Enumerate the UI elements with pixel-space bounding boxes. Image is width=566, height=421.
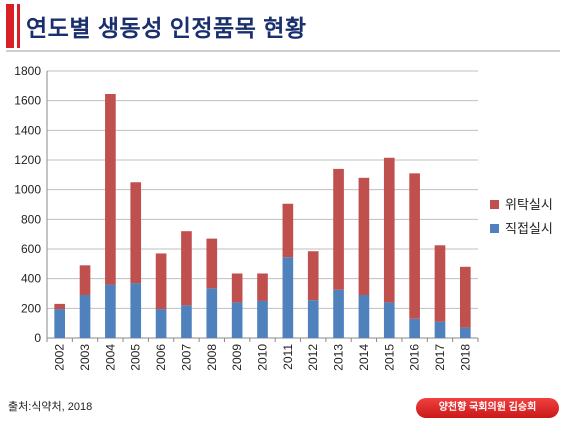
bar-consigned-2012: [307, 251, 319, 301]
x-tick-label: 2016: [408, 344, 422, 371]
legend-swatch: [490, 200, 499, 209]
bar-consigned-2005: [130, 182, 142, 284]
x-tick-label: 2007: [179, 344, 193, 371]
bar-consigned-2006: [155, 253, 167, 310]
bar-consigned-2017: [434, 245, 446, 322]
x-tick-label: 2004: [103, 344, 117, 371]
x-tick-label: 2002: [53, 344, 67, 371]
x-tick-label: 2006: [154, 344, 168, 371]
x-tick-label: 2010: [256, 344, 270, 371]
x-tick-label: 2011: [281, 344, 295, 370]
y-tick-label: 400: [21, 272, 41, 286]
bar-consigned-2015: [383, 157, 395, 303]
bar-direct-2008: [206, 288, 218, 338]
y-tick-label: 200: [21, 301, 41, 315]
y-tick-label: 1600: [14, 94, 41, 108]
bar-direct-2017: [434, 321, 446, 338]
legend-label: 위탁실시: [505, 197, 553, 212]
bar-consigned-2018: [459, 266, 471, 328]
bar-direct-2018: [459, 327, 471, 338]
x-tick-label: 2008: [205, 344, 219, 371]
bar-direct-2002: [54, 309, 66, 338]
x-tick-label: 2013: [332, 344, 346, 371]
title-accent-bar: [6, 4, 14, 48]
page-title: 연도별 생동성 인정품목 현황: [26, 15, 307, 41]
x-tick-label: 2015: [382, 344, 396, 371]
title-divider: [6, 50, 560, 52]
x-tick-label: 2005: [129, 344, 143, 371]
y-tick-label: 1400: [14, 123, 41, 137]
bar-direct-2007: [181, 305, 192, 338]
bar-direct-2004: [105, 284, 116, 338]
bar-consigned-2016: [409, 173, 420, 319]
source-note: 출처:식약처, 2018: [8, 401, 93, 413]
bar-consigned-2003: [79, 265, 91, 295]
bar-direct-2013: [333, 289, 344, 338]
author-badge: 양천향 국회의원 김승희: [416, 398, 559, 418]
bar-consigned-2007: [181, 231, 192, 306]
bar-consigned-2013: [333, 168, 344, 290]
legend-swatch: [490, 224, 499, 233]
x-tick-label: 2009: [230, 344, 244, 371]
x-tick-label: 2018: [458, 344, 472, 371]
bar-consigned-2014: [358, 177, 370, 295]
y-tick-label: 600: [21, 242, 41, 256]
x-tick-label: 2012: [306, 344, 320, 371]
x-tick-label: 2003: [78, 344, 92, 371]
bar-direct-2003: [79, 294, 91, 338]
bar-direct-2011: [282, 257, 294, 338]
bar-consigned-2011: [282, 203, 294, 258]
bar-consigned-2008: [206, 238, 218, 289]
x-tick-label: 2017: [433, 344, 447, 371]
legend-label: 직접실시: [505, 221, 553, 236]
x-tick-label: 2014: [357, 344, 371, 371]
bar-consigned-2002: [54, 303, 66, 310]
bar-direct-2016: [409, 318, 420, 338]
y-tick-label: 1200: [14, 153, 41, 167]
bar-direct-2006: [155, 309, 167, 338]
bar-direct-2009: [231, 302, 243, 338]
y-tick-label: 1000: [14, 183, 41, 197]
bar-direct-2012: [307, 300, 319, 338]
bar-consigned-2009: [231, 273, 243, 303]
bar-direct-2005: [130, 283, 142, 338]
bar-consigned-2004: [105, 93, 116, 285]
y-tick-label: 0: [34, 331, 41, 345]
y-tick-label: 1800: [14, 64, 41, 78]
bar-consigned-2010: [257, 273, 268, 301]
bar-direct-2015: [383, 302, 395, 338]
y-tick-label: 800: [21, 212, 41, 226]
bar-direct-2014: [358, 294, 370, 338]
title-accent-bar-thin: [17, 4, 20, 48]
bar-direct-2010: [257, 300, 268, 338]
